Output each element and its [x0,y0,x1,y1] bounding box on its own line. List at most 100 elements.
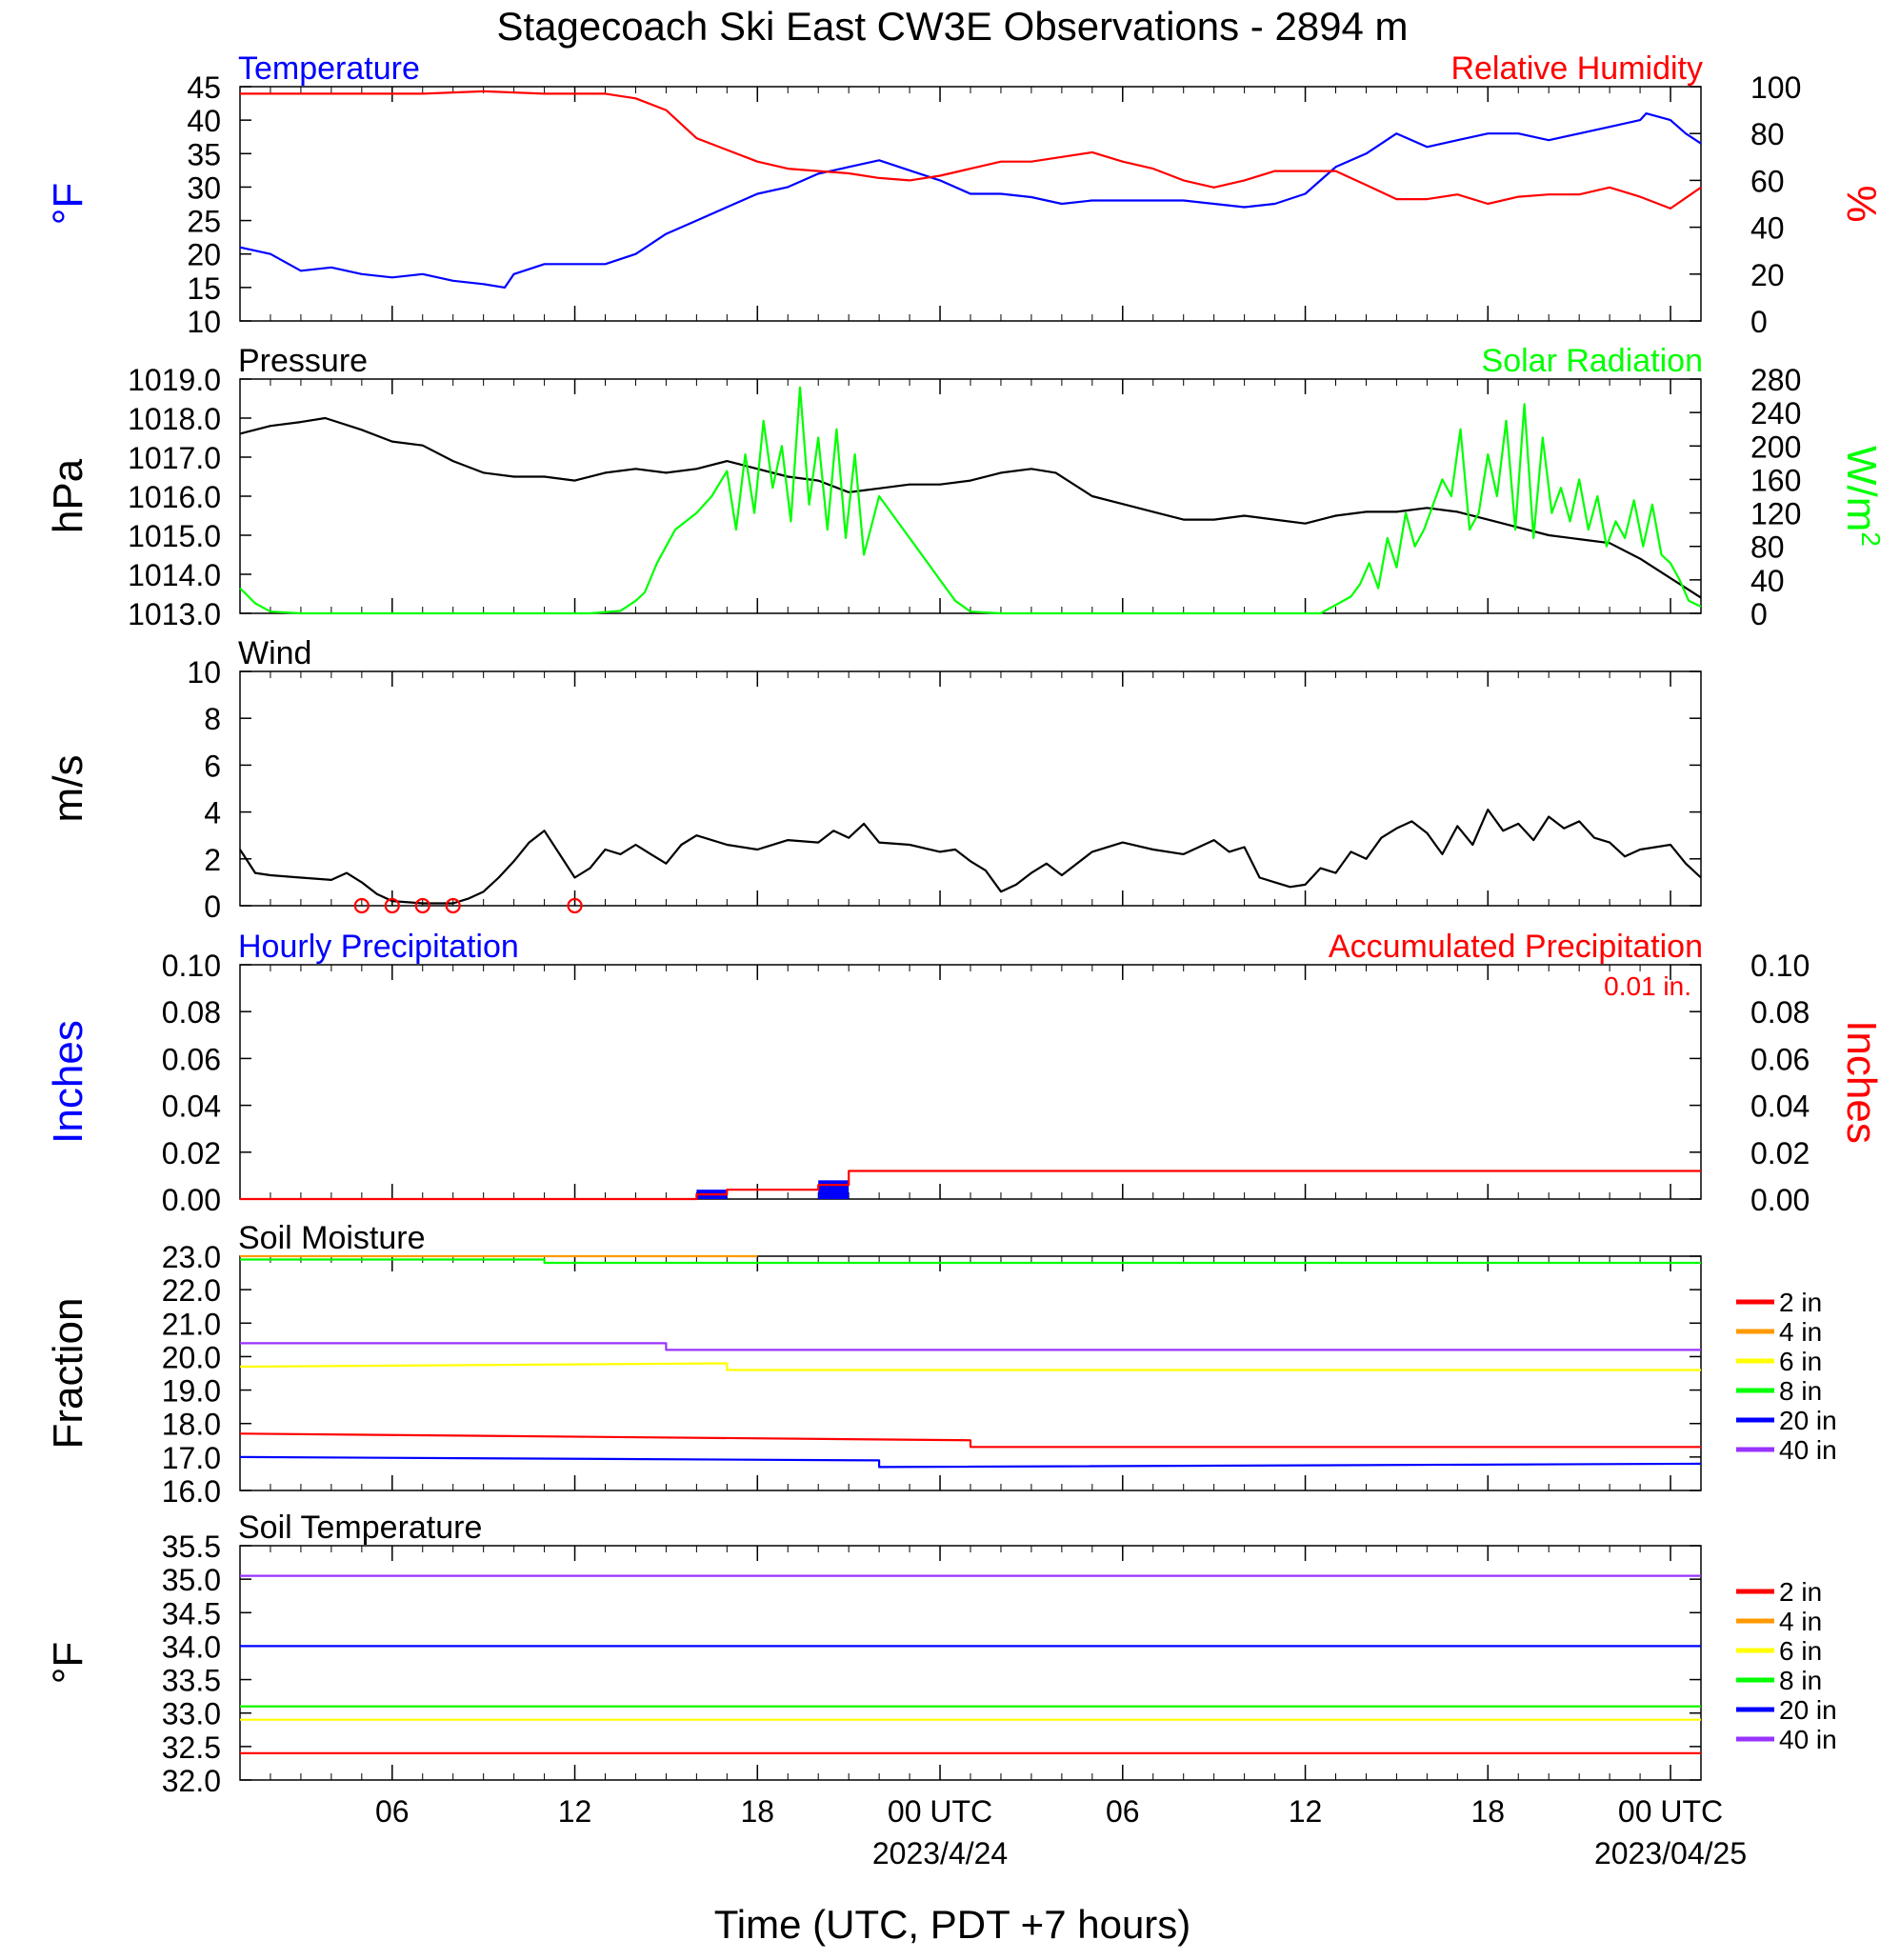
y-left-tick-label: 32.0 [162,1764,221,1798]
panel-title-left: Hourly Precipitation [238,929,519,965]
legend-label: 8 in [1779,1376,1822,1406]
plot-frame [239,670,1702,907]
panel-title-left: Temperature [238,50,420,87]
y-left-tick-label: 35.0 [162,1563,221,1597]
series-line-6-in [239,1362,1701,1371]
y-right-tick-label: 0 [1750,597,1768,631]
y-right-tick-label: 20 [1750,258,1785,292]
y-left-tick-label: 33.0 [162,1697,221,1731]
x-tick-label: 06 [375,1794,410,1829]
series-line-wind [239,808,1702,905]
y-left-tick-label: 0.10 [162,949,221,983]
y-right-tick-label: 200 [1750,430,1801,464]
x-tick-label: 18 [740,1794,774,1829]
y-right-axis-title: % [1838,185,1885,222]
y-left-tick-label: 1014.0 [128,558,221,592]
calm-wind-marker [384,897,400,914]
y-right-tick-label: 40 [1750,564,1785,598]
legend-label: 2 in [1779,1577,1822,1607]
y-left-axis-title: m/s [45,755,91,823]
panel-title-left: Pressure [238,343,368,379]
chart-title: Stagecoach Ski East CW3E Observations - … [496,4,1408,49]
plot-frame [239,86,1702,322]
legend-label: 4 in [1779,1317,1822,1347]
y-left-tick-label: 23.0 [162,1240,221,1274]
y-left-tick-label: 17.0 [162,1441,221,1475]
y-right-tick-label: 0.08 [1750,995,1810,1030]
y-right-axis-title: W/m2 [1838,446,1887,547]
y-left-tick-label: 0.04 [162,1090,221,1124]
legend-label: 2 in [1779,1288,1822,1317]
y-left-tick-label: 2 [204,843,221,877]
panel-wind: 10 8 6 4 2 0 Wind m/s [45,635,1702,924]
y-left-tick-label: 21.0 [162,1307,221,1341]
x-tick-label: 06 [1106,1794,1140,1829]
y-left-tick-label: 33.5 [162,1664,221,1698]
calm-wind-marker [445,897,461,914]
y-left-tick-label: 0.06 [162,1042,221,1076]
y-right-axis-title: Inches [1838,1020,1885,1144]
plot-frame [239,1255,1702,1491]
y-left-axis-title: Fraction [45,1298,91,1450]
panel-title-left: Wind [238,635,311,671]
series-line-solar-radiation [239,386,1702,615]
y-left-tick-label: 35.5 [162,1530,221,1564]
series-line-8-in [240,1258,1701,1265]
panel-title-left: Soil Temperature [238,1510,482,1546]
legend-label: 6 in [1779,1347,1822,1376]
y-left-axis-title: °F [45,1642,91,1684]
panel-title-right: Relative Humidity [1450,50,1703,87]
series-line-20-in [239,1455,1702,1469]
y-left-tick-label: 19.0 [162,1374,221,1409]
series-line-accumulated-precipitation [240,1170,1701,1201]
y-left-tick-label: 1017.0 [128,441,221,475]
series-line-pressure [239,416,1702,599]
x-axis: 06 12 18 00 UTC 06 12 18 00 UTC 2023/4/24 2023/04… [375,1794,1747,1870]
y-right-tick-label: 40 [1750,211,1785,246]
legend-label: 4 in [1779,1607,1822,1636]
y-left-tick-label: 0.02 [162,1136,221,1170]
y-left-tick-label: 10 [187,655,221,690]
y-left-tick-label: 30 [187,170,221,205]
series-line-temperature [239,111,1702,289]
panel-pres_solar: 1019.0 1018.0 1017.0 1016.0 1015.0 1014.0 1013… [45,343,1887,631]
y-right-tick-label: 80 [1750,117,1785,151]
y-left-tick-label: 6 [204,749,221,783]
y-right-tick-label: 0.04 [1750,1090,1810,1124]
x-tick-label: 00 UTC [888,1794,992,1829]
y-left-axis-title: Inches [45,1020,91,1144]
y-left-tick-label: 35 [187,137,221,171]
y-right-tick-label: 160 [1750,463,1801,497]
y-left-tick-label: 45 [187,70,221,105]
series-line-2-in [239,1432,1701,1449]
y-left-tick-label: 22.0 [162,1273,221,1308]
legend-label: 8 in [1779,1666,1822,1695]
y-left-tick-label: 1016.0 [128,480,221,514]
legend-label: 40 in [1779,1435,1837,1465]
panel-title-right: Accumulated Precipitation [1329,929,1703,965]
y-left-tick-label: 40 [187,104,221,138]
y-right-tick-label: 80 [1750,530,1785,565]
legend-label: 40 in [1779,1725,1837,1754]
y-left-axis-title: °F [45,183,91,225]
y-right-tick-label: 100 [1750,70,1801,105]
panel-soil_temp: 35.535.034.534.033.533.032.532.0 Soil Tem… [45,1510,1837,1798]
y-left-tick-label: 0.08 [162,995,221,1030]
y-left-tick-label: 0 [204,890,221,924]
y-right-tick-label: 0.00 [1750,1183,1810,1217]
series-line-40-in [240,1342,1701,1351]
precip-bar-1 [818,1180,850,1199]
x-axis-label: Time (UTC, PDT +7 hours) [714,1902,1191,1947]
legend-label: 20 in [1779,1695,1837,1725]
plot-frame [239,964,1702,1200]
x-tick-label: 00 UTC [1618,1794,1723,1829]
y-right-tick-label: 280 [1750,363,1801,397]
y-left-tick-label: 4 [204,796,221,830]
y-left-tick-label: 1015.0 [128,519,221,553]
panel-soil_moisture: 23.022.021.020.019.018.017.016.0 Soil Moi… [45,1220,1837,1509]
y-right-tick-label: 0 [1750,305,1768,339]
x-date-label: 2023/04/25 [1594,1836,1747,1870]
y-right-tick-label: 120 [1750,497,1801,531]
